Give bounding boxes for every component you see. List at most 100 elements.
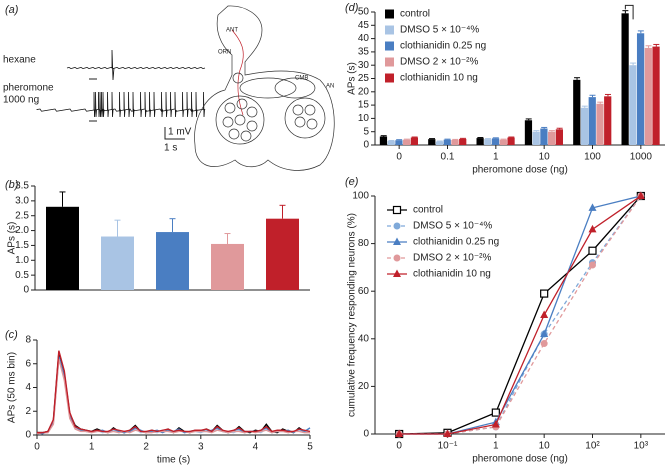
y-tick-label: 5 [363,126,369,137]
legend-marker [392,205,402,215]
error-bar [589,94,596,98]
region-label: ORN [218,50,231,56]
y-tick-label: 6 [25,358,31,369]
error-bar [533,130,540,132]
y-tick-label: 35 [358,47,370,58]
bar [629,65,637,145]
legend-swatch [385,25,394,35]
glomerulus [304,104,316,116]
line [399,195,641,435]
legend-marker [393,237,401,245]
trace-label: 1000 ng [3,95,39,106]
x-tick-label: 10 [539,152,551,163]
y-tick-label: 60 [358,286,370,297]
panel-a: (a) hexane pheromone 1000 ng 1 mV 1 s AN… [3,4,335,171]
x-tick-label: 0.1 [441,152,455,163]
bar [540,128,548,145]
legend-label: clothianidin 0.25 ng [413,237,499,248]
y-tick-label: 15 [358,100,370,111]
scale-label: 1 s [164,143,177,154]
bar [636,33,645,145]
error-bar [485,138,492,140]
error-bar [630,62,637,66]
x-tick-label: 1 [493,441,499,452]
y-axis-label: APs (s) [7,222,18,255]
x-axis-label: pheromone dose (ng) [472,165,568,176]
y-tick-label: 0 [363,429,369,440]
bar [387,141,395,145]
legend-label: clothianidin 10 ng [400,73,478,84]
y-tick-label: 25 [358,73,370,84]
error-bar [548,130,555,132]
error-bar [653,43,660,47]
bar [484,139,492,145]
error-bar [224,233,231,244]
y-tick-label: 20 [358,86,370,97]
x-tick-label: 3 [198,442,204,453]
bar [588,97,596,145]
legend-marker [393,254,401,262]
line [399,195,642,435]
error-bar [429,138,436,140]
y-axis-label: APs (50 ms bin) [7,352,18,423]
bar [459,138,467,145]
error-bar [637,30,644,34]
line [36,356,311,435]
x-tick-label: 1 [89,442,95,453]
bar [491,138,500,145]
trace-label: pheromone [3,83,54,94]
glomerulus [246,120,258,132]
bar [410,137,418,145]
bar [46,206,79,290]
y-tick-label: 0.5 [15,270,29,281]
y-tick-label: 1.5 [15,240,29,251]
x-tick-label: 2 [143,442,149,453]
y-tick-label: 10 [358,113,370,124]
error-bar [436,140,443,142]
legend-label: DMSO 2 × 10⁻²% [400,57,478,68]
legend-swatch [385,57,394,67]
legend-label: DMSO 5 × 10⁻⁴% [400,25,479,36]
y-tick-label: 2.5 [15,210,29,221]
x-tick-label: 10² [585,441,600,452]
glomerulus [222,116,234,128]
bar [435,141,444,145]
legend-label: clothianidin 0.25 ng [400,41,486,52]
y-tick-label: 80 [358,238,370,249]
error-bar [114,219,121,237]
error-bar [403,138,410,140]
panel-label: (d) [345,2,359,14]
trace-label: hexane [3,55,36,66]
x-tick-label: 1000 [630,152,653,163]
glomerulus [294,116,306,128]
legend-swatch [385,41,394,51]
error-bar [396,139,403,141]
bar [580,107,589,145]
line [399,195,642,435]
error-bar [169,218,176,233]
marker [588,203,597,211]
line [36,357,311,435]
line [36,358,310,435]
error-bar [604,93,611,97]
error-bar [597,101,604,104]
bar [532,131,540,145]
y-tick-label: 40 [358,33,370,44]
error-bar [645,45,652,48]
y-axis-label: APs (s) [347,62,358,95]
glomerulus [292,104,304,116]
panel-label: (a) [5,4,19,16]
marker [588,246,597,255]
x-tick-label: 4 [253,442,259,453]
error-bar [556,127,563,130]
legend-marker [393,269,401,277]
bar [621,13,629,145]
bar [555,129,563,145]
error-bar [622,10,629,14]
glomerulus [240,130,252,142]
scale-bar [164,127,185,140]
region-label: ANT [226,28,238,34]
y-tick-label: 50 [358,7,370,18]
bar [266,218,299,290]
y-tick-label: 45 [358,20,370,31]
